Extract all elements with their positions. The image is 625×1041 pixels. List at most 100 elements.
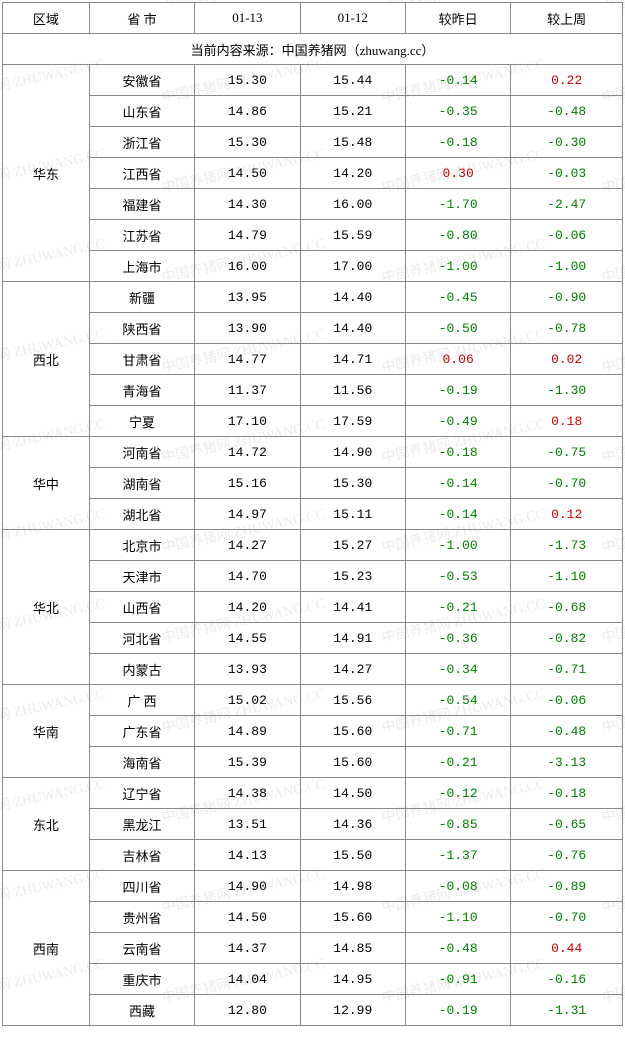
value-d2: 14.20 xyxy=(300,158,405,189)
value-d2: 12.99 xyxy=(300,995,405,1026)
table-row: 内蒙古13.9314.27-0.34-0.71 xyxy=(3,654,623,685)
table-row: 上海市16.0017.00-1.00-1.00 xyxy=(3,251,623,282)
value-d1: 14.50 xyxy=(195,902,300,933)
province-cell: 甘肃省 xyxy=(89,344,194,375)
vs-lastweek: -0.82 xyxy=(511,623,623,654)
province-cell: 福建省 xyxy=(89,189,194,220)
vs-yesterday: -1.00 xyxy=(405,530,510,561)
vs-yesterday: -0.14 xyxy=(405,499,510,530)
value-d2: 15.60 xyxy=(300,902,405,933)
province-cell: 江西省 xyxy=(89,158,194,189)
province-cell: 黑龙江 xyxy=(89,809,194,840)
table-row: 甘肃省14.7714.710.060.02 xyxy=(3,344,623,375)
value-d2: 17.59 xyxy=(300,406,405,437)
value-d1: 14.79 xyxy=(195,220,300,251)
region-cell: 华东 xyxy=(3,65,90,282)
vs-lastweek: -2.47 xyxy=(511,189,623,220)
vs-yesterday: -0.34 xyxy=(405,654,510,685)
vs-lastweek: -0.16 xyxy=(511,964,623,995)
vs-yesterday: -0.14 xyxy=(405,65,510,96)
value-d1: 16.00 xyxy=(195,251,300,282)
table-row: 宁夏17.1017.59-0.490.18 xyxy=(3,406,623,437)
vs-yesterday: -1.00 xyxy=(405,251,510,282)
province-cell: 新疆 xyxy=(89,282,194,313)
col-region: 区域 xyxy=(3,3,90,34)
table-row: 广东省14.8915.60-0.71-0.48 xyxy=(3,716,623,747)
value-d1: 15.39 xyxy=(195,747,300,778)
value-d2: 14.85 xyxy=(300,933,405,964)
vs-yesterday: -0.36 xyxy=(405,623,510,654)
table-row: 河北省14.5514.91-0.36-0.82 xyxy=(3,623,623,654)
table-row: 浙江省15.3015.48-0.18-0.30 xyxy=(3,127,623,158)
vs-lastweek: -0.78 xyxy=(511,313,623,344)
value-d1: 14.97 xyxy=(195,499,300,530)
value-d1: 13.90 xyxy=(195,313,300,344)
vs-yesterday: -0.18 xyxy=(405,437,510,468)
value-d2: 14.36 xyxy=(300,809,405,840)
col-vs-lastweek: 较上周 xyxy=(511,3,623,34)
vs-yesterday: -0.53 xyxy=(405,561,510,592)
value-d2: 15.59 xyxy=(300,220,405,251)
vs-yesterday: -1.37 xyxy=(405,840,510,871)
value-d2: 15.44 xyxy=(300,65,405,96)
table-row: 西藏12.8012.99-0.19-1.31 xyxy=(3,995,623,1026)
price-table: 区域 省 市 01-13 01-12 较昨日 较上周 当前内容来源：中国养猪网（… xyxy=(2,2,623,1026)
table-row: 天津市14.7015.23-0.53-1.10 xyxy=(3,561,623,592)
value-d1: 14.38 xyxy=(195,778,300,809)
vs-lastweek: 0.02 xyxy=(511,344,623,375)
region-cell: 西南 xyxy=(3,871,90,1026)
province-cell: 四川省 xyxy=(89,871,194,902)
value-d1: 14.30 xyxy=(195,189,300,220)
vs-lastweek: -0.76 xyxy=(511,840,623,871)
value-d1: 14.37 xyxy=(195,933,300,964)
vs-lastweek: -1.30 xyxy=(511,375,623,406)
region-cell: 华北 xyxy=(3,530,90,685)
vs-yesterday: -1.70 xyxy=(405,189,510,220)
value-d1: 15.16 xyxy=(195,468,300,499)
vs-lastweek: -3.13 xyxy=(511,747,623,778)
value-d1: 13.95 xyxy=(195,282,300,313)
vs-lastweek: -1.00 xyxy=(511,251,623,282)
table-row: 西南四川省14.9014.98-0.08-0.89 xyxy=(3,871,623,902)
value-d2: 15.56 xyxy=(300,685,405,716)
province-cell: 西藏 xyxy=(89,995,194,1026)
vs-lastweek: -0.18 xyxy=(511,778,623,809)
vs-yesterday: -0.35 xyxy=(405,96,510,127)
value-d2: 14.40 xyxy=(300,313,405,344)
vs-lastweek: -0.70 xyxy=(511,902,623,933)
province-cell: 江苏省 xyxy=(89,220,194,251)
table-row: 江西省14.5014.200.30-0.03 xyxy=(3,158,623,189)
vs-yesterday: -0.19 xyxy=(405,995,510,1026)
vs-lastweek: 0.12 xyxy=(511,499,623,530)
province-cell: 上海市 xyxy=(89,251,194,282)
value-d1: 15.02 xyxy=(195,685,300,716)
value-d2: 14.95 xyxy=(300,964,405,995)
vs-lastweek: -0.06 xyxy=(511,685,623,716)
vs-yesterday: -0.08 xyxy=(405,871,510,902)
value-d2: 14.71 xyxy=(300,344,405,375)
province-cell: 河南省 xyxy=(89,437,194,468)
value-d2: 15.27 xyxy=(300,530,405,561)
vs-yesterday: -0.91 xyxy=(405,964,510,995)
province-cell: 广 西 xyxy=(89,685,194,716)
vs-lastweek: 0.44 xyxy=(511,933,623,964)
vs-yesterday: -0.14 xyxy=(405,468,510,499)
value-d1: 14.72 xyxy=(195,437,300,468)
value-d2: 14.27 xyxy=(300,654,405,685)
value-d1: 15.30 xyxy=(195,127,300,158)
value-d2: 14.90 xyxy=(300,437,405,468)
province-cell: 北京市 xyxy=(89,530,194,561)
value-d1: 15.30 xyxy=(195,65,300,96)
table-row: 华中河南省14.7214.90-0.18-0.75 xyxy=(3,437,623,468)
province-cell: 湖北省 xyxy=(89,499,194,530)
table-row: 华南广 西15.0215.56-0.54-0.06 xyxy=(3,685,623,716)
table-row: 陕西省13.9014.40-0.50-0.78 xyxy=(3,313,623,344)
value-d1: 11.37 xyxy=(195,375,300,406)
province-cell: 重庆市 xyxy=(89,964,194,995)
value-d2: 15.21 xyxy=(300,96,405,127)
province-cell: 宁夏 xyxy=(89,406,194,437)
vs-lastweek: -1.73 xyxy=(511,530,623,561)
value-d2: 15.11 xyxy=(300,499,405,530)
value-d1: 14.90 xyxy=(195,871,300,902)
source-text: 当前内容来源：中国养猪网（zhuwang.cc） xyxy=(3,34,623,65)
